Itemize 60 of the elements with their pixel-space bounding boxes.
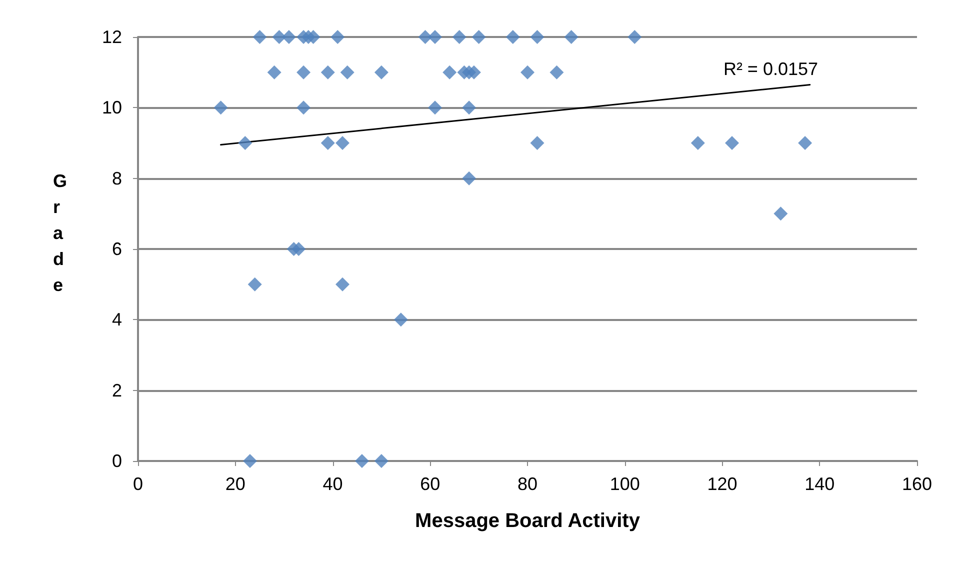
point <box>374 65 388 80</box>
y-tick-label: 4 <box>112 310 122 330</box>
point <box>462 100 476 115</box>
point <box>306 30 320 44</box>
y-tick-label: 6 <box>112 239 122 259</box>
x-tick-label: 140 <box>804 474 835 494</box>
y-axis-title: Grade <box>53 171 68 295</box>
point <box>296 65 311 80</box>
point <box>530 30 544 44</box>
y-tick-label: 2 <box>112 380 122 400</box>
point <box>330 30 345 44</box>
point <box>724 136 739 150</box>
point <box>506 30 520 44</box>
y-tick-label: 10 <box>102 98 122 118</box>
point <box>798 136 812 150</box>
point <box>252 30 267 44</box>
point <box>267 65 282 80</box>
point <box>520 65 534 80</box>
x-tick-label: 80 <box>517 474 538 494</box>
point <box>248 277 262 292</box>
point <box>335 277 350 292</box>
point <box>335 136 350 150</box>
point <box>354 454 369 468</box>
point <box>550 65 564 80</box>
point <box>690 136 705 150</box>
point <box>472 30 486 44</box>
point <box>272 30 286 44</box>
point <box>214 100 228 115</box>
point <box>452 30 466 44</box>
point <box>774 206 788 221</box>
x-tick-label: 120 <box>707 474 738 494</box>
point <box>320 136 335 150</box>
point <box>428 30 442 44</box>
point <box>394 312 408 327</box>
x-tick-label: 40 <box>322 474 343 494</box>
point <box>428 100 442 115</box>
point <box>374 454 388 468</box>
point <box>442 65 457 80</box>
point <box>296 100 311 115</box>
point <box>628 30 642 44</box>
point <box>564 30 578 44</box>
x-tick-label: 160 <box>902 474 932 494</box>
y-tick-label: 8 <box>112 168 122 188</box>
point <box>462 171 476 186</box>
x-axis-title: Message Board Activity <box>415 510 641 532</box>
point <box>466 65 481 80</box>
x-tick-label: 100 <box>610 474 640 494</box>
point <box>292 242 306 256</box>
point <box>530 136 544 150</box>
y-tick-label: 0 <box>112 451 122 471</box>
x-tick-label: 60 <box>420 474 440 494</box>
point <box>340 65 354 80</box>
y-tick-label: 12 <box>102 27 122 47</box>
point <box>242 454 257 468</box>
x-tick-label: 0 <box>132 474 144 494</box>
point <box>238 136 252 150</box>
point <box>282 30 296 44</box>
point <box>320 65 335 80</box>
annotation: R² = 0.0157 <box>723 59 818 79</box>
x-tick-label: 20 <box>225 474 246 494</box>
